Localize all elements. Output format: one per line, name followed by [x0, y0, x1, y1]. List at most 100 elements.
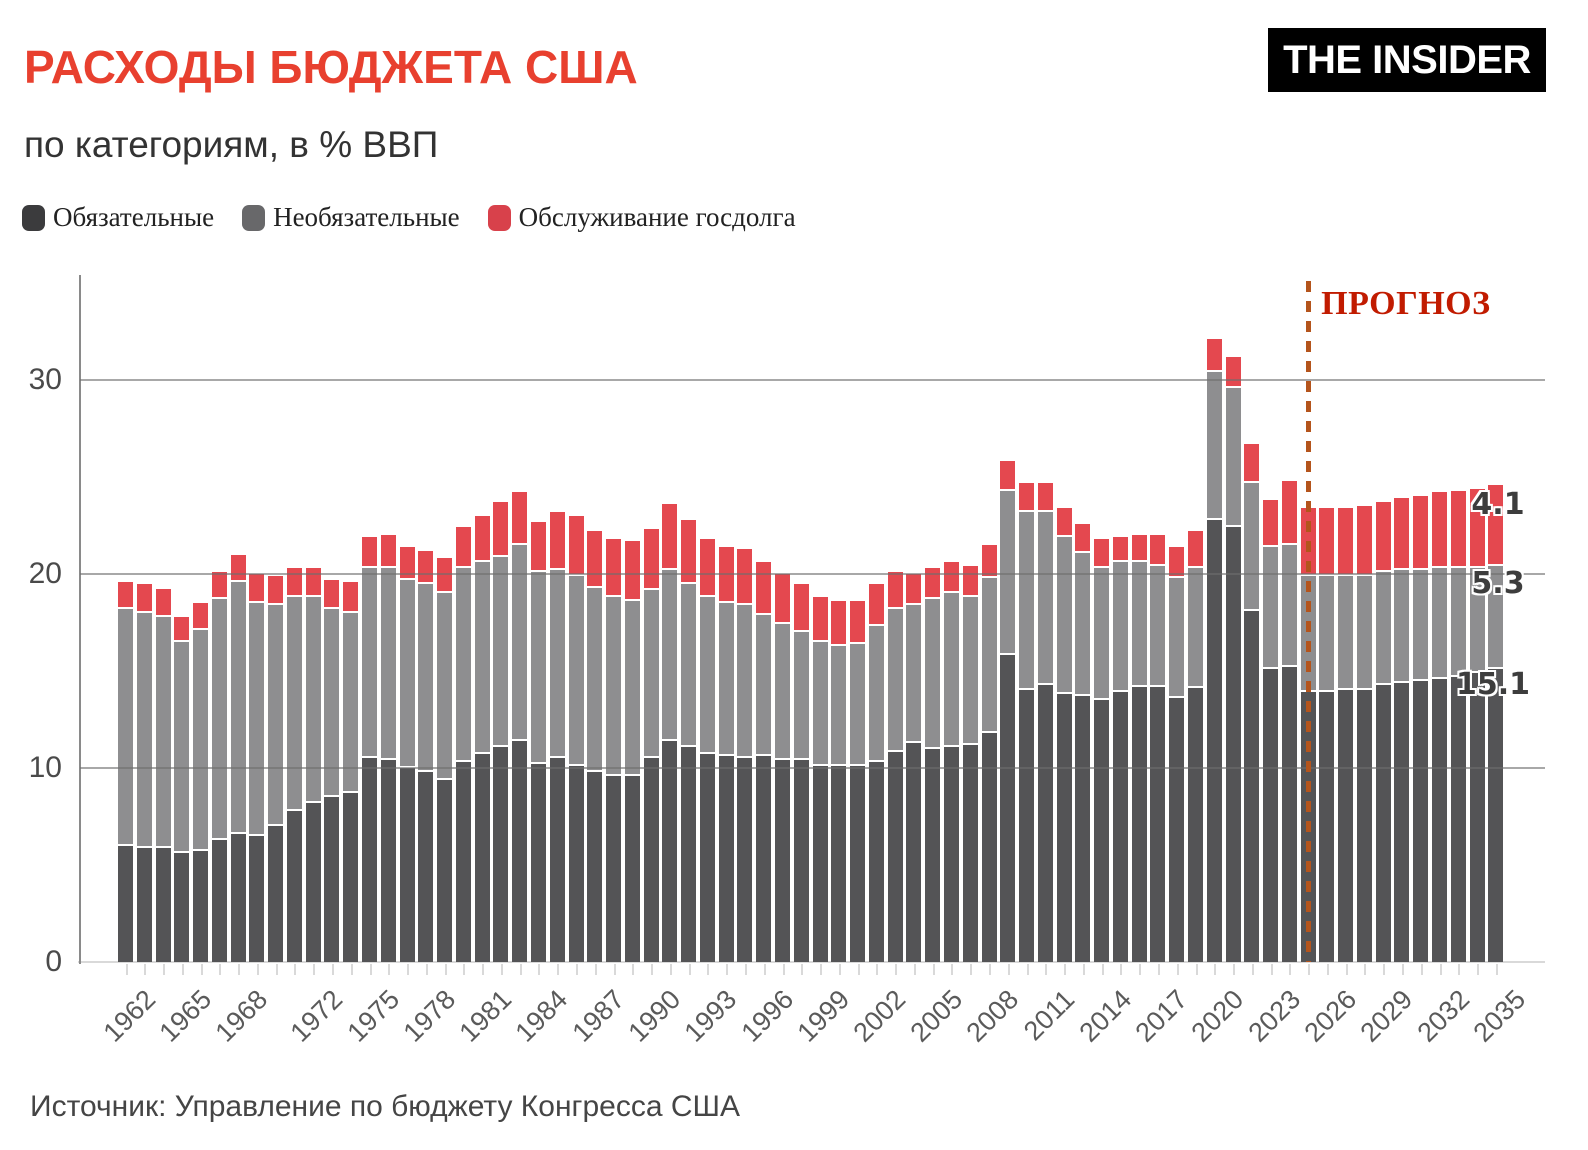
bar-2023[interactable] — [1263, 500, 1279, 962]
bar-1988[interactable] — [606, 539, 622, 962]
bar-1995[interactable] — [737, 548, 753, 962]
bar-1983[interactable] — [512, 492, 528, 962]
bar-2015[interactable] — [1112, 537, 1128, 962]
segment-interest — [1000, 461, 1016, 491]
bar-2022[interactable] — [1244, 443, 1260, 962]
bar-2024[interactable] — [1281, 480, 1297, 962]
legend-item-debt-service[interactable]: Обслуживание госдолга — [487, 202, 796, 233]
bar-2028[interactable] — [1356, 506, 1372, 962]
x-tick — [331, 964, 334, 975]
bar-1992[interactable] — [681, 519, 697, 962]
bar-2021[interactable] — [1225, 356, 1241, 962]
bar-1977[interactable] — [399, 546, 415, 962]
bar-2035[interactable] — [1488, 484, 1504, 962]
source-note: Источник: Управление по бюджету Конгресс… — [30, 1090, 741, 1123]
x-tick — [313, 964, 316, 975]
bar-2001[interactable] — [850, 601, 866, 962]
bar-2033[interactable] — [1450, 490, 1466, 962]
bar-2012[interactable] — [1056, 507, 1072, 962]
segment-discretionary — [1131, 560, 1147, 687]
segment-discretionary — [587, 585, 603, 772]
bar-2002[interactable] — [868, 583, 884, 962]
segment-mandatory — [812, 766, 828, 962]
bar-2011[interactable] — [1037, 482, 1053, 962]
x-tick — [444, 964, 447, 975]
bar-2032[interactable] — [1432, 492, 1448, 962]
bar-2017[interactable] — [1150, 535, 1166, 962]
bar-1976[interactable] — [380, 535, 396, 962]
bar-2008[interactable] — [981, 544, 997, 962]
bar-2029[interactable] — [1375, 502, 1391, 962]
bar-1964[interactable] — [155, 589, 171, 962]
bar-2003[interactable] — [887, 572, 903, 962]
bar-1975[interactable] — [362, 537, 378, 962]
bar-1987[interactable] — [587, 531, 603, 962]
bar-1981[interactable] — [474, 515, 490, 962]
segment-mandatory — [1169, 698, 1185, 962]
bar-1994[interactable] — [718, 546, 734, 962]
legend-item-discretionary[interactable]: Необязательные — [242, 202, 460, 233]
segment-mandatory — [1150, 686, 1166, 962]
bar-2019[interactable] — [1188, 531, 1203, 962]
segment-mandatory — [831, 766, 847, 962]
segment-mandatory — [1244, 610, 1260, 962]
bar-2009[interactable] — [1000, 461, 1016, 962]
bar-2026[interactable] — [1319, 508, 1335, 962]
bar-1962[interactable] — [118, 581, 133, 962]
bar-2007[interactable] — [962, 566, 978, 962]
bar-1967[interactable] — [211, 572, 227, 962]
bar-1984[interactable] — [530, 521, 546, 962]
bar-1986[interactable] — [568, 515, 584, 962]
bar-1974[interactable] — [343, 581, 359, 962]
segment-interest — [286, 568, 302, 598]
segment-mandatory — [606, 775, 622, 962]
bar-1998[interactable] — [793, 583, 809, 962]
page-title: РАСХОДЫ БЮДЖЕТА США — [24, 41, 638, 93]
bar-2004[interactable] — [906, 573, 922, 962]
bar-1996[interactable] — [756, 562, 772, 962]
bar-2010[interactable] — [1019, 482, 1035, 962]
bar-1971[interactable] — [286, 568, 302, 962]
segment-interest — [1263, 500, 1279, 547]
segment-discretionary — [530, 570, 546, 765]
bar-2005[interactable] — [925, 568, 941, 962]
bar-1999[interactable] — [812, 597, 828, 962]
bar-1966[interactable] — [193, 603, 209, 962]
x-tick — [463, 964, 466, 975]
bar-2034[interactable] — [1469, 488, 1485, 962]
bar-2006[interactable] — [943, 562, 959, 962]
bar-2030[interactable] — [1394, 498, 1410, 962]
bar-1972[interactable] — [305, 568, 321, 962]
segment-interest — [699, 539, 715, 598]
bar-1973[interactable] — [324, 579, 340, 962]
bar-1980[interactable] — [455, 527, 471, 962]
bar-1963[interactable] — [136, 583, 152, 962]
segment-discretionary — [1244, 480, 1260, 611]
bar-1989[interactable] — [624, 540, 640, 962]
bar-1970[interactable] — [268, 575, 284, 962]
bar-1991[interactable] — [662, 504, 678, 962]
segment-mandatory — [493, 746, 509, 962]
bar-2018[interactable] — [1169, 546, 1185, 962]
bar-1969[interactable] — [249, 573, 265, 962]
bar-1965[interactable] — [174, 616, 190, 962]
segment-discretionary — [1019, 509, 1035, 691]
bar-2014[interactable] — [1094, 539, 1110, 962]
legend-item-mandatory[interactable]: Обязательные — [22, 202, 214, 233]
bar-2020[interactable] — [1206, 339, 1222, 962]
bar-1985[interactable] — [549, 511, 565, 962]
bar-2016[interactable] — [1131, 535, 1147, 962]
bar-1979[interactable] — [437, 558, 453, 962]
bar-2013[interactable] — [1075, 523, 1091, 962]
bar-2027[interactable] — [1338, 508, 1354, 962]
x-axis-label-2023: 2023 — [1242, 984, 1306, 1048]
bar-1993[interactable] — [699, 539, 715, 962]
segment-interest — [568, 515, 584, 576]
bar-1982[interactable] — [493, 502, 509, 962]
bar-1978[interactable] — [418, 550, 434, 962]
bar-2000[interactable] — [831, 601, 847, 962]
bar-1997[interactable] — [775, 573, 791, 962]
bar-1990[interactable] — [643, 529, 659, 962]
bar-1968[interactable] — [230, 554, 246, 962]
bar-2031[interactable] — [1413, 496, 1429, 962]
